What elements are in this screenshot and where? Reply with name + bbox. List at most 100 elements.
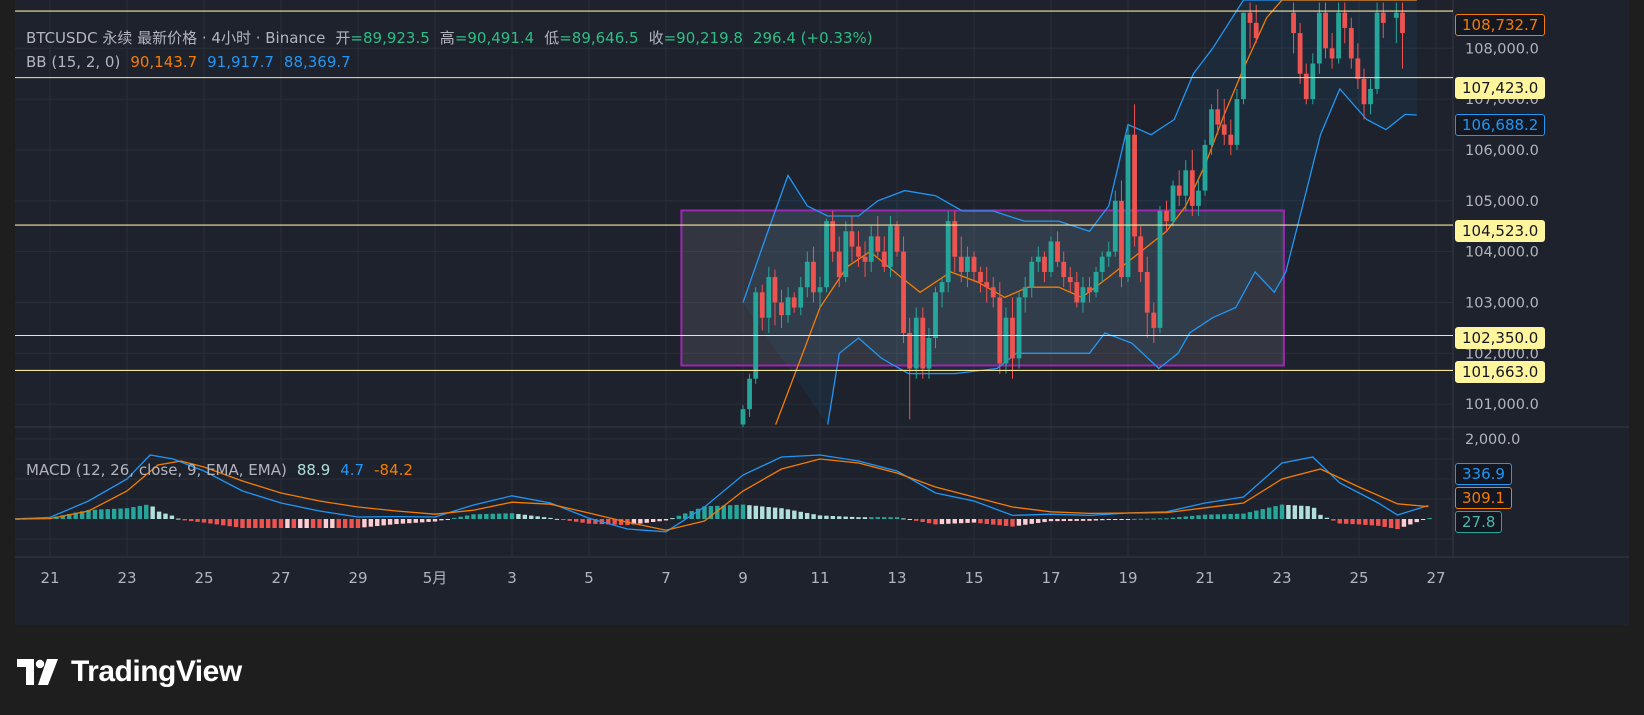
macd-histogram-bar — [503, 513, 508, 519]
time-axis-label: 11 — [810, 569, 829, 587]
macd-histogram-bar — [1356, 519, 1362, 525]
candle-body — [849, 231, 855, 247]
macd-axis-tick-label: 2,000.0 — [1465, 432, 1520, 448]
macd-lines — [15, 454, 1429, 533]
macd-histogram-bar — [798, 511, 803, 519]
macd-histogram-bar — [1170, 517, 1176, 519]
candle-body — [1164, 210, 1169, 222]
macd-line-value: 4.7 — [340, 461, 365, 479]
macd-histogram-bar — [124, 508, 130, 519]
candle-body — [945, 221, 951, 283]
candle-body — [1342, 12, 1348, 28]
macd-histogram-bar — [118, 508, 123, 519]
macd-histogram-bar — [73, 512, 78, 519]
time-axis-label: 21 — [40, 569, 59, 587]
time-axis-label: 5月 — [423, 569, 448, 587]
macd-histogram-bar — [606, 519, 611, 525]
macd-histogram-bar — [407, 519, 412, 524]
candle-body — [1374, 12, 1380, 89]
candle-body — [952, 221, 958, 257]
macd-histogram-bar — [965, 519, 970, 523]
macd-histogram-bar — [1279, 504, 1285, 519]
candle-body — [747, 378, 752, 410]
macd-histogram-bar — [695, 508, 701, 519]
time-axis-label: 5 — [584, 569, 594, 587]
range-box[interactable] — [680, 209, 1285, 367]
macd-histogram-bar — [253, 519, 258, 528]
macd-histogram-bar — [529, 515, 534, 519]
macd-histogram-bar — [1119, 519, 1124, 520]
macd-histogram-bar — [785, 509, 791, 519]
macd-histogram-bar — [310, 519, 316, 528]
bb-upper-line — [742, 0, 1417, 303]
macd-histogram-bar — [933, 519, 938, 525]
macd-histogram-bar — [1100, 519, 1105, 521]
macd-histogram-bar — [432, 519, 438, 522]
macd-histogram-bar — [875, 517, 880, 519]
candle-body — [1336, 12, 1341, 59]
macd-histogram-bar — [1042, 519, 1047, 523]
low-label: 低 — [544, 29, 560, 47]
macd-histogram-bar — [804, 513, 810, 519]
macd-histogram-bar — [394, 519, 399, 525]
macd-histogram-bar — [1286, 504, 1291, 519]
macd-histogram-bar — [856, 517, 861, 519]
candle-body — [926, 338, 932, 369]
macd-histogram-bar — [914, 519, 919, 521]
macd-histogram-bar — [1234, 513, 1240, 519]
macd-histogram — [15, 504, 1432, 530]
macd-histogram-bar — [1408, 519, 1413, 525]
candle-body — [759, 292, 765, 318]
macd-histogram-bar — [1016, 519, 1022, 526]
time-axis-label: 27 — [271, 569, 290, 587]
bb-label: BB (15, 2, 0) — [26, 53, 121, 71]
chart-panel[interactable]: 101,000.0 102,000.0 103,000.0 104,000.0 105,… — [15, 0, 1629, 625]
macd-histogram-bar — [131, 507, 136, 519]
macd-histogram-bar — [1132, 518, 1137, 520]
candle-body — [856, 246, 861, 257]
candle-body — [1112, 200, 1118, 252]
macd-histogram-bar — [1254, 510, 1259, 519]
bb-basis-value: 90,143.7 — [130, 53, 198, 71]
candle-body — [1016, 297, 1022, 359]
macd-histogram-bar — [644, 519, 649, 523]
macd-histogram-bar — [227, 519, 232, 527]
macd-histogram-bar — [946, 519, 951, 524]
macd-histogram-bar — [233, 519, 239, 528]
macd-histogram-bar — [984, 519, 990, 524]
macd-histogram-bar — [1010, 519, 1015, 527]
time-axis-label: 29 — [348, 569, 367, 587]
candle-body — [1151, 312, 1157, 328]
macd-histogram-bar — [1241, 513, 1246, 519]
candle-body — [1080, 287, 1086, 303]
chart-canvas[interactable]: 101,000.0 102,000.0 103,000.0 104,000.0 105,… — [15, 0, 1629, 625]
macd-histogram-bar — [926, 519, 932, 524]
macd-histogram-bar — [843, 516, 848, 519]
macd-legend[interactable]: MACD (12, 26, close, 9, EMA, EMA) 88.9 4.7… — [26, 461, 419, 479]
tradingview-logo[interactable]: TradingView — [17, 652, 242, 692]
macd-histogram-bar — [618, 519, 624, 525]
time-axis-label: 3 — [507, 569, 517, 587]
candle-body — [1196, 190, 1201, 206]
macd-histogram-bar — [1266, 507, 1272, 519]
bb-upper-value: 91,917.7 — [207, 53, 274, 71]
macd-histogram-bar — [920, 519, 925, 522]
macd-histogram-bar — [1311, 507, 1317, 519]
candle-body — [1209, 109, 1214, 145]
macd-histogram-bar — [221, 519, 226, 526]
macd-histogram-bar — [1350, 519, 1355, 525]
macd-histogram-bar — [1087, 519, 1092, 521]
time-axis-label: 7 — [661, 569, 671, 587]
macd-histogram-bar — [1228, 513, 1233, 519]
horizontal-lines[interactable] — [15, 10, 1453, 371]
macd-histogram-bar — [1305, 506, 1310, 519]
time-axis-label: 23 — [1272, 569, 1291, 587]
candle-body — [1132, 134, 1137, 237]
macd-histogram-bar — [355, 519, 361, 528]
candle-body — [965, 256, 970, 272]
macd-histogram-bar — [452, 517, 457, 519]
macd-histogram-bar — [727, 505, 733, 519]
macd-histogram-bar — [471, 514, 476, 519]
bb-legend[interactable]: BB (15, 2, 0) 90,143.7 91,917.7 88,369.7 — [26, 53, 357, 71]
macd-histogram-bar — [1164, 518, 1169, 520]
